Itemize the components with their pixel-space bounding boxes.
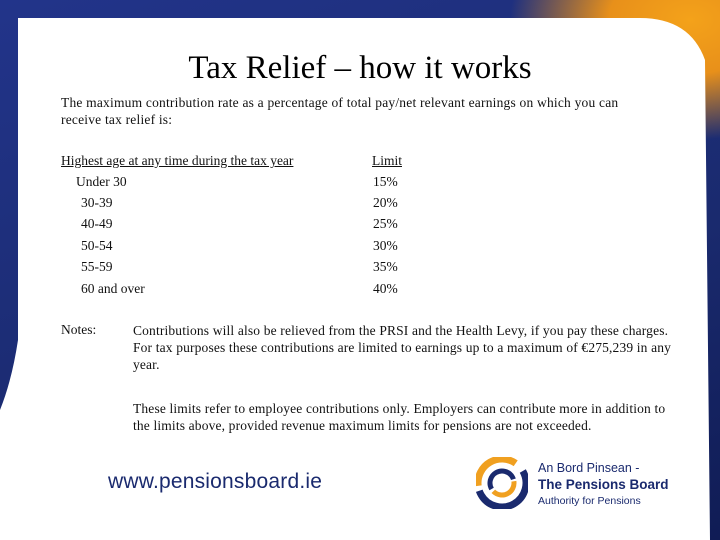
table-header-age: Highest age at any time during the tax y… xyxy=(61,153,294,168)
pensions-board-logo-text: An Bord Pinsean - The Pensions Board Aut… xyxy=(538,460,669,509)
table-row-limit: 35% xyxy=(373,259,398,274)
table-row-age: 50-54 xyxy=(81,238,113,253)
logo-line-tagline: Authority for Pensions xyxy=(538,495,641,507)
table-row-age: 40-49 xyxy=(81,216,113,231)
table-row-age: 30-39 xyxy=(81,195,113,210)
table-row-limit: 25% xyxy=(373,216,398,231)
table-row-limit: 30% xyxy=(373,238,398,253)
table-row-limit: 20% xyxy=(373,195,398,210)
table-row-limit: 40% xyxy=(373,281,398,296)
notes-paragraph-employee-limits: These limits refer to employee contribut… xyxy=(133,401,666,433)
slide-title: Tax Relief – how it works xyxy=(188,50,532,86)
notes-label: Notes: xyxy=(61,322,97,337)
table-row-age: Under 30 xyxy=(76,174,127,189)
logo-line-irish: An Bord Pinsean - xyxy=(538,461,640,475)
table-row-limit: 15% xyxy=(373,174,398,189)
notes-paragraph-prsi: Contributions will also be relieved from… xyxy=(133,323,672,372)
intro-text: The maximum contribution rate as a perce… xyxy=(61,95,619,127)
pensions-board-logo-icon xyxy=(476,457,528,509)
logo-line-name: The Pensions Board xyxy=(538,477,669,492)
website-url[interactable]: www.pensionsboard.ie xyxy=(108,470,323,493)
table-row-age: 60 and over xyxy=(81,281,145,296)
table-row-age: 55-59 xyxy=(81,259,113,274)
table-header-limit: Limit xyxy=(372,153,402,168)
